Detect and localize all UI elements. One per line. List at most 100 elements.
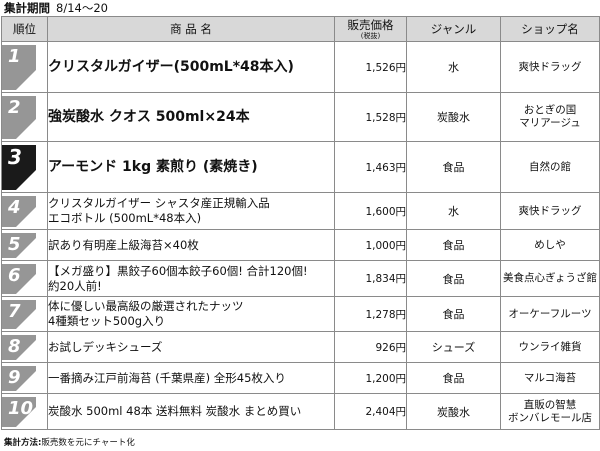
rank-cell: 7 [1, 296, 48, 332]
rank-badge: 10 [2, 396, 36, 427]
price: 1,463円 [334, 141, 407, 193]
shop-name-line: ウンライ雑貨 [518, 340, 582, 353]
shop-name: 直販の智慧 ボンバレモール店 [500, 393, 600, 430]
shop-name: ウンライ雑貨 [500, 331, 600, 363]
table-row: 2 強炭酸水 クオス 500ml×24本 1,528円 炭酸水 おとぎの国 マリアージュ [1, 92, 600, 142]
rank-cell: 6 [1, 260, 48, 297]
header-price-label: 販売価格 [347, 17, 394, 32]
aggregation-period: 集計期間 8/14〜20 [4, 1, 108, 15]
product-name-line: 約20人前! [48, 278, 102, 293]
table-row: 6 【メガ盛り】黒餃子60個本餃子60個! 合計120個! 約20人前! 1,834円… [1, 260, 600, 297]
rank-number: 5 [8, 233, 21, 255]
rank-number: 2 [8, 96, 21, 118]
shop-name-line: マリアージュ [519, 117, 581, 129]
price: 1,000円 [334, 229, 407, 261]
product-name: クリスタルガイザー シャスタ産正規輸入品 エコボトル (500mL*48本入) [47, 192, 335, 230]
table-row: 3 アーモンド 1kg 素煎り (素焼き) 1,463円 食品 自然の館 [1, 141, 600, 193]
table-row: 9 一番摘み江戸前海苔 (千葉県産) 全形45枚入り 1,200円 食品 マルコ海苔 [1, 362, 600, 394]
price: 1,278円 [334, 296, 407, 332]
rank-badge: 6 [2, 263, 36, 294]
table-row: 8 お試しデッキシューズ 926円 シューズ ウンライ雑貨 [1, 331, 600, 363]
product-name: クリスタルガイザー(500mL*48本入) [47, 41, 335, 93]
genre: 食品 [406, 260, 501, 297]
product-name-line: クリスタルガイザー(500mL*48本入) [48, 58, 294, 75]
rank-badge: 2 [2, 95, 36, 139]
product-name-line: クリスタルガイザー シャスタ産正規輸入品 [48, 196, 270, 210]
shop-name: 美食点心ぎょうざ館 [500, 260, 600, 297]
product-name: アーモンド 1kg 素煎り (素焼き) [47, 141, 335, 193]
shop-name-line: おとぎの国 [523, 104, 577, 116]
shop-name: オーケーフルーツ [500, 296, 600, 332]
rank-badge: 8 [2, 334, 36, 360]
genre: 食品 [406, 229, 501, 261]
product-name-line: 4種類セット500g入り [48, 314, 166, 328]
product-name-line: 訳あり有明産上級海苔×40枚 [48, 237, 199, 252]
rank-badge: 1 [2, 44, 36, 90]
header-genre: ジャンル [406, 16, 501, 42]
rank-cell: 10 [1, 393, 48, 430]
genre: 食品 [406, 296, 501, 332]
shop-name-line: 爽快ドラッグ [518, 204, 582, 217]
rank-cell: 4 [1, 192, 48, 230]
price: 2,404円 [334, 393, 407, 430]
genre: シューズ [406, 331, 501, 363]
header-price: 販売価格 (税抜) [334, 16, 407, 42]
rank-cell: 1 [1, 41, 48, 93]
rank-cell: 9 [1, 362, 48, 394]
price: 1,528円 [334, 92, 407, 142]
rank-cell: 3 [1, 141, 48, 193]
ranking-body: 1 クリスタルガイザー(500mL*48本入) 1,526円水 爽快ドラッグ 2 強炭酸水… [1, 41, 600, 430]
table-header-row: 順位 商 品 名 販売価格 (税抜) ジャンル ショップ名 [1, 16, 600, 42]
period-value: 8/14〜20 [56, 1, 108, 15]
shop-name-line: オーケーフルーツ [508, 307, 592, 320]
product-name: 訳あり有明産上級海苔×40枚 [47, 229, 335, 261]
method-note: 集計方法:販売数を元にチャート化 [4, 437, 135, 449]
table-row: 4 クリスタルガイザー シャスタ産正規輸入品 エコボトル (500mL*48本入) 1… [1, 192, 600, 230]
shop-name-line: 美食点心ぎょうざ館 [503, 272, 597, 284]
shop-name-line: 爽快ドラッグ [518, 60, 582, 73]
genre: 水 [406, 192, 501, 230]
product-name: お試しデッキシューズ [47, 331, 335, 363]
product-name-line: 強炭酸水 クオス 500ml×24本 [48, 108, 250, 125]
header-rank: 順位 [1, 16, 48, 42]
shop-name: 爽快ドラッグ [500, 192, 600, 230]
product-name-line: 一番摘み江戸前海苔 (千葉県産) 全形45枚入り [48, 370, 286, 385]
price: 1,200円 [334, 362, 407, 394]
product-name-line: 炭酸水 500ml 48本 送料無料 炭酸水 まとめ買い [48, 404, 302, 418]
product-name-line: アーモンド 1kg 素煎り (素焼き) [48, 158, 258, 175]
rank-number: 6 [8, 264, 21, 286]
table-row: 10 炭酸水 500ml 48本 送料無料 炭酸水 まとめ買い 2,404円 炭酸水直… [1, 393, 600, 430]
method-note-value: 販売数を元にチャート化 [41, 438, 135, 448]
genre: 炭酸水 [406, 92, 501, 142]
rank-number: 7 [8, 300, 21, 322]
table-row: 7 体に優しい最高級の厳選されたナッツ 4種類セット500g入り 1,278円 食品 オー… [1, 296, 600, 332]
product-name: 強炭酸水 クオス 500ml×24本 [47, 92, 335, 142]
period-label: 集計期間 [4, 1, 50, 15]
rank-cell: 8 [1, 331, 48, 363]
rank-cell: 2 [1, 92, 48, 142]
shop-name-line: めしや [534, 238, 566, 251]
rank-number: 9 [8, 366, 21, 388]
rank-cell: 5 [1, 229, 48, 261]
rank-badge: 7 [2, 299, 36, 329]
rank-badge: 4 [2, 195, 36, 227]
table-row: 1 クリスタルガイザー(500mL*48本入) 1,526円水 爽快ドラッグ [1, 41, 600, 93]
price: 1,526円 [334, 41, 407, 93]
product-name-line: 【メガ盛り】黒餃子60個本餃子60個! 合計120個! [48, 263, 308, 278]
genre: 炭酸水 [406, 393, 501, 430]
price: 926円 [334, 331, 407, 363]
rank-number: 10 [8, 397, 34, 419]
shop-name: めしや [500, 229, 600, 261]
genre: 食品 [406, 362, 501, 394]
rank-number: 1 [8, 45, 21, 67]
ranking-table: 順位 商 品 名 販売価格 (税抜) ジャンル ショップ名 1 クリスタルガイザー… [1, 16, 600, 430]
shop-name-line: 自然の館 [529, 160, 571, 173]
shop-name: 自然の館 [500, 141, 600, 193]
price: 1,834円 [334, 260, 407, 297]
rank-badge: 5 [2, 232, 36, 258]
table-row: 5 訳あり有明産上級海苔×40枚 1,000円 食品 めしや [1, 229, 600, 261]
shop-name-line: マルコ海苔 [523, 371, 577, 384]
product-name-line: お試しデッキシューズ [48, 339, 163, 354]
shop-name: 爽快ドラッグ [500, 41, 600, 93]
rank-number: 4 [8, 196, 21, 218]
